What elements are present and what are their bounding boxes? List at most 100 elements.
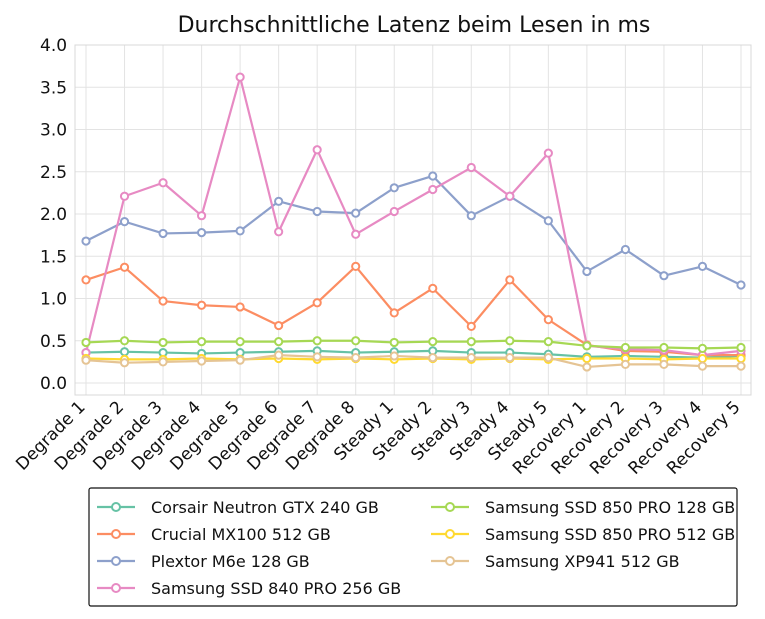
series-group [81, 72, 746, 360]
series-line [85, 349, 742, 359]
data-point [582, 353, 592, 364]
data-point [235, 336, 245, 347]
data-point [312, 352, 322, 362]
data-point [351, 261, 361, 271]
data-point [620, 342, 631, 353]
y-tick-label: 3.5 [40, 78, 67, 98]
legend-item: Samsung SSD 840 PRO 256 GB [97, 579, 401, 598]
data-point [505, 353, 515, 363]
data-point [274, 320, 284, 331]
data-point [389, 337, 399, 348]
data-point [119, 358, 130, 368]
data-point [466, 353, 476, 363]
data-point [428, 184, 438, 195]
data-point [697, 343, 708, 353]
data-point [312, 145, 322, 155]
series-line [84, 76, 742, 357]
plot-frame [74, 44, 752, 396]
y-tick-label: 4.0 [40, 36, 67, 56]
y-tick-label: 0.5 [40, 332, 67, 352]
data-point [81, 236, 91, 246]
data-point [543, 216, 553, 226]
data-point [736, 342, 746, 353]
legend-swatch-marker [111, 502, 121, 512]
y-tick-label: 3.0 [40, 121, 67, 141]
data-point [274, 196, 284, 206]
data-point [235, 226, 245, 236]
legend-label: Crucial MX100 512 GB [151, 525, 331, 544]
data-point [620, 359, 631, 370]
data-point [428, 336, 438, 347]
data-point [235, 72, 245, 82]
data-point [274, 227, 284, 237]
data-point [736, 280, 746, 290]
data-point [543, 315, 553, 325]
data-point [620, 244, 631, 255]
y-tick-label: 2.5 [40, 163, 67, 183]
data-point [428, 353, 438, 363]
series-line [85, 357, 741, 361]
data-point [389, 206, 399, 217]
series-group [81, 350, 746, 372]
y-axis-ticks: 0.0 0.5 1.0 1.5 2.0 2.5 3.0 3.5 4.0 [40, 36, 67, 394]
data-point [274, 350, 284, 360]
y-tick-label: 1.0 [40, 290, 67, 310]
data-point [543, 148, 553, 158]
legend-label: Samsung XP941 512 GB [485, 552, 680, 571]
y-tick-label: 0.0 [40, 374, 67, 394]
legend-label: Samsung SSD 850 PRO 512 GB [485, 525, 735, 544]
legend-item: Samsung SSD 850 PRO 512 GB [431, 525, 735, 544]
data-point [119, 336, 130, 346]
data-point [582, 362, 592, 372]
data-point [466, 162, 476, 173]
data-point [505, 191, 515, 201]
legend-item: Samsung XP941 512 GB [431, 552, 680, 571]
legend-item: Corsair Neutron GTX 240 GB [97, 498, 379, 517]
data-point [158, 178, 168, 188]
data-point [736, 361, 746, 371]
data-point [389, 183, 399, 193]
data-point [736, 353, 746, 364]
data-point [235, 302, 245, 312]
series-lines [81, 72, 746, 372]
legend-swatch-marker [111, 556, 121, 566]
data-point [505, 275, 515, 285]
chart-title: Durchschnittliche Latenz beim Lesen in m… [178, 13, 651, 38]
series-line [85, 265, 741, 357]
data-point [81, 337, 91, 348]
data-point [158, 296, 168, 306]
data-point [196, 356, 207, 366]
series-line [85, 354, 741, 369]
data-point [235, 355, 245, 365]
data-point [119, 191, 130, 201]
data-point [196, 336, 207, 347]
legend-swatch-marker [111, 583, 121, 593]
legend-label: Samsung SSD 840 PRO 256 GB [151, 579, 401, 598]
legend-item: Crucial MX100 512 GB [97, 525, 331, 544]
legend-swatch-marker [445, 502, 455, 512]
data-point [466, 211, 476, 221]
data-point [582, 341, 592, 351]
data-point [312, 206, 322, 217]
legend-swatch-marker [445, 556, 455, 566]
data-point [312, 336, 322, 346]
data-point [466, 321, 476, 331]
data-point [351, 336, 361, 346]
data-point [697, 361, 708, 371]
legend-label: Corsair Neutron GTX 240 GB [151, 498, 379, 517]
series-group [81, 171, 746, 290]
data-point [119, 262, 130, 272]
data-point [351, 229, 361, 239]
data-point [81, 275, 91, 285]
y-tick-label: 2.0 [40, 205, 67, 225]
data-point [312, 298, 322, 308]
legend-item: Plextor M6e 128 GB [97, 552, 310, 571]
series-group [81, 336, 746, 353]
data-point [659, 271, 669, 281]
data-point [428, 283, 438, 293]
series-line [85, 174, 742, 286]
data-point [196, 300, 207, 310]
data-point [505, 336, 515, 346]
